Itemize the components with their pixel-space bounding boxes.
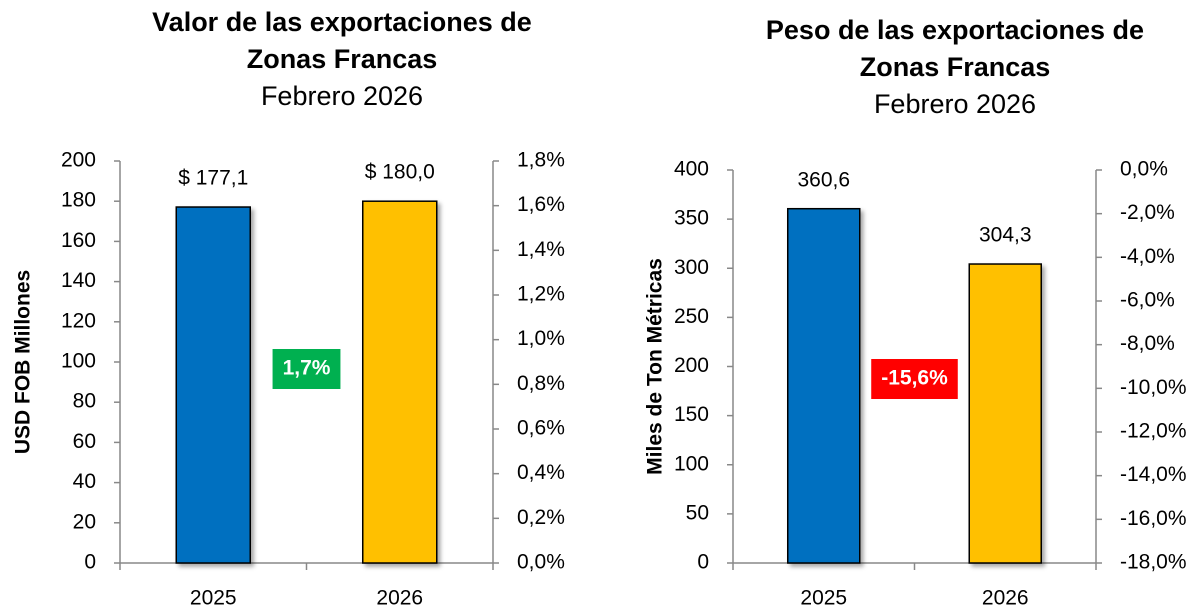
y2-tick-label: -14,0% bbox=[1120, 463, 1187, 486]
y-tick-label: 120 bbox=[61, 309, 96, 332]
y-tick-label: 300 bbox=[674, 256, 709, 279]
y2-tick-label: 0,0% bbox=[517, 551, 565, 574]
y2-tick-label: 0,4% bbox=[517, 461, 565, 484]
chart-title-block: Peso de las exportaciones de Zonas Franc… bbox=[735, 12, 1175, 123]
y2-tick-label: 0,0% bbox=[1120, 158, 1168, 181]
y-tick-label: 250 bbox=[674, 305, 709, 328]
x-tick-label: 2025 bbox=[800, 587, 847, 610]
y-tick-label: 100 bbox=[674, 452, 709, 475]
y2-tick-label: 1,4% bbox=[517, 238, 565, 261]
y-tick-label: 0 bbox=[84, 551, 96, 574]
y2-tick-label: 0,6% bbox=[517, 417, 565, 440]
y-tick-label: 100 bbox=[61, 350, 96, 373]
y-tick-label: 60 bbox=[73, 430, 96, 453]
y-tick-label: 50 bbox=[686, 501, 709, 524]
y-tick-label: 400 bbox=[674, 158, 709, 181]
chart-subtitle: Febrero 2026 bbox=[873, 89, 1037, 119]
y2-tick-label: 1,6% bbox=[517, 193, 565, 216]
value-label: 360,6 bbox=[797, 168, 850, 191]
value-label: $ 177,1 bbox=[178, 167, 248, 190]
y-tick-label: 200 bbox=[674, 354, 709, 377]
y2-tick-label: -2,0% bbox=[1120, 201, 1175, 224]
y-tick-label: 150 bbox=[674, 403, 709, 426]
annotation: -15,6% bbox=[871, 359, 958, 399]
y2-tick-label: -4,0% bbox=[1120, 245, 1175, 268]
bar bbox=[787, 207, 861, 564]
y2-tick-label: 0,2% bbox=[517, 506, 565, 529]
y-tick-label: 80 bbox=[73, 390, 96, 413]
y2-tick-label: 1,0% bbox=[517, 327, 565, 350]
chart-title-block: Valor de las exportaciones de Zonas Fran… bbox=[122, 4, 562, 115]
y-tick-label: 0 bbox=[697, 551, 709, 574]
y2-tick-label: -8,0% bbox=[1120, 332, 1175, 355]
y2-tick-label: 1,2% bbox=[517, 283, 565, 306]
y-tick-label: 180 bbox=[61, 189, 96, 212]
annotation-box bbox=[272, 349, 341, 389]
y2-tick-label: -12,0% bbox=[1120, 420, 1187, 443]
y-axis-label: USD FOB Millones bbox=[12, 270, 35, 454]
bar bbox=[968, 263, 1042, 564]
y2-tick-label: -18,0% bbox=[1120, 551, 1187, 574]
y-tick-label: 40 bbox=[73, 470, 96, 493]
y-tick-label: 200 bbox=[61, 149, 96, 172]
annotation: 1,7% bbox=[272, 349, 341, 389]
y2-tick-label: 0,8% bbox=[517, 372, 565, 395]
y-tick-label: 350 bbox=[674, 207, 709, 230]
y2-tick-label: -16,0% bbox=[1120, 507, 1187, 530]
y-tick-label: 20 bbox=[73, 510, 96, 533]
y2-tick-label: 1,8% bbox=[517, 149, 565, 172]
y2-tick-label: -6,0% bbox=[1120, 289, 1175, 312]
y-axis-label: Miles de Ton Métricas bbox=[644, 258, 667, 475]
value-label: $ 180,0 bbox=[365, 161, 435, 184]
annotation-box bbox=[871, 359, 958, 399]
y2-tick-label: -10,0% bbox=[1120, 376, 1187, 399]
annotation-text: -15,6% bbox=[881, 367, 948, 390]
bar bbox=[175, 206, 251, 564]
bar bbox=[362, 200, 438, 564]
chart-title: Peso de las exportaciones de Zonas Franc… bbox=[765, 15, 1145, 82]
y-tick-label: 160 bbox=[61, 229, 96, 252]
annotation-text: 1,7% bbox=[283, 357, 331, 380]
chart-title: Valor de las exportaciones de Zonas Fran… bbox=[152, 7, 532, 74]
x-tick-label: 2026 bbox=[982, 587, 1029, 610]
chart-subtitle: Febrero 2026 bbox=[260, 81, 424, 111]
value-label: 304,3 bbox=[979, 224, 1032, 247]
x-tick-label: 2025 bbox=[190, 587, 237, 610]
x-tick-label: 2026 bbox=[376, 587, 423, 610]
y-tick-label: 140 bbox=[61, 269, 96, 292]
